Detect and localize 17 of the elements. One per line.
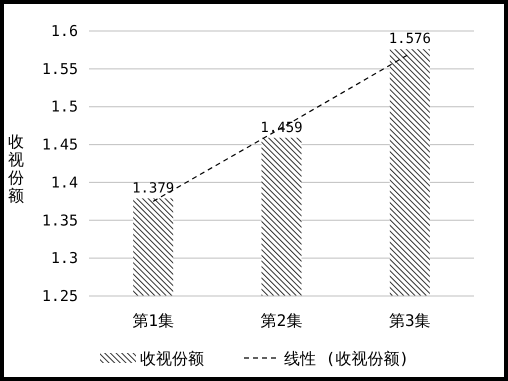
data-label: 1.576 <box>388 31 431 48</box>
x-tick-label: 第3集 <box>389 311 431 330</box>
legend-label: 收视份额 <box>140 349 204 368</box>
data-label: 1.459 <box>260 120 303 136</box>
y-tick-label: 1.3 <box>50 249 78 268</box>
y-axis-title: 收视份额 <box>8 132 24 205</box>
y-tick-label: 1.6 <box>50 22 78 40</box>
data-label: 1.379 <box>132 180 174 196</box>
y-tick-label: 1.25 <box>42 287 78 305</box>
y-tick-label: 1.4 <box>50 173 78 192</box>
y-tick-label: 1.55 <box>42 60 78 78</box>
legend-label: 线性 (收视份额) <box>284 349 409 368</box>
y-tick-label: 1.35 <box>42 211 78 230</box>
x-tick-label: 第1集 <box>132 311 174 330</box>
y-tick-label: 1.5 <box>50 98 78 116</box>
y-tick-label: 1.45 <box>42 136 78 154</box>
x-tick-label: 第2集 <box>260 311 302 330</box>
